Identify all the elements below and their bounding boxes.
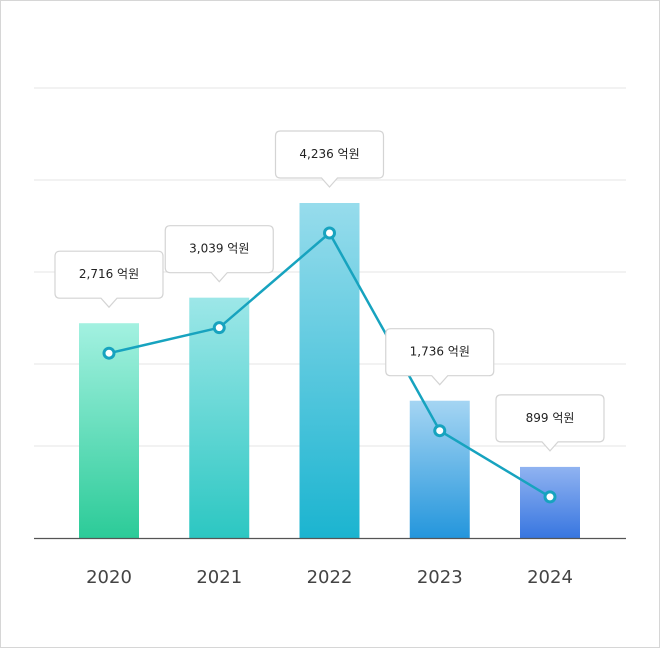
value-label: 3,039 억원: [189, 242, 249, 256]
value-label: 1,736 억원: [410, 345, 470, 359]
x-tick-label: 2022: [307, 567, 353, 588]
bar: [409, 400, 470, 538]
x-tick-label: 2020: [86, 567, 132, 588]
callout: [54, 250, 164, 309]
callout: [274, 130, 385, 188]
x-tick-label: 2024: [527, 567, 573, 588]
point: [102, 346, 116, 360]
point: [543, 490, 557, 504]
callout: [164, 225, 274, 283]
callout: [385, 328, 495, 386]
value-label: 2,716 억원: [79, 267, 139, 281]
bar: [189, 297, 250, 538]
callout: [495, 394, 605, 452]
x-tick-label: 2021: [196, 567, 242, 588]
value-label: 4,236 억원: [299, 147, 359, 161]
point: [212, 321, 226, 335]
x-tick-label: 2023: [417, 567, 463, 588]
value-label: 899 억원: [526, 411, 575, 425]
point: [433, 424, 447, 438]
point: [323, 226, 336, 240]
bar: [299, 203, 360, 538]
